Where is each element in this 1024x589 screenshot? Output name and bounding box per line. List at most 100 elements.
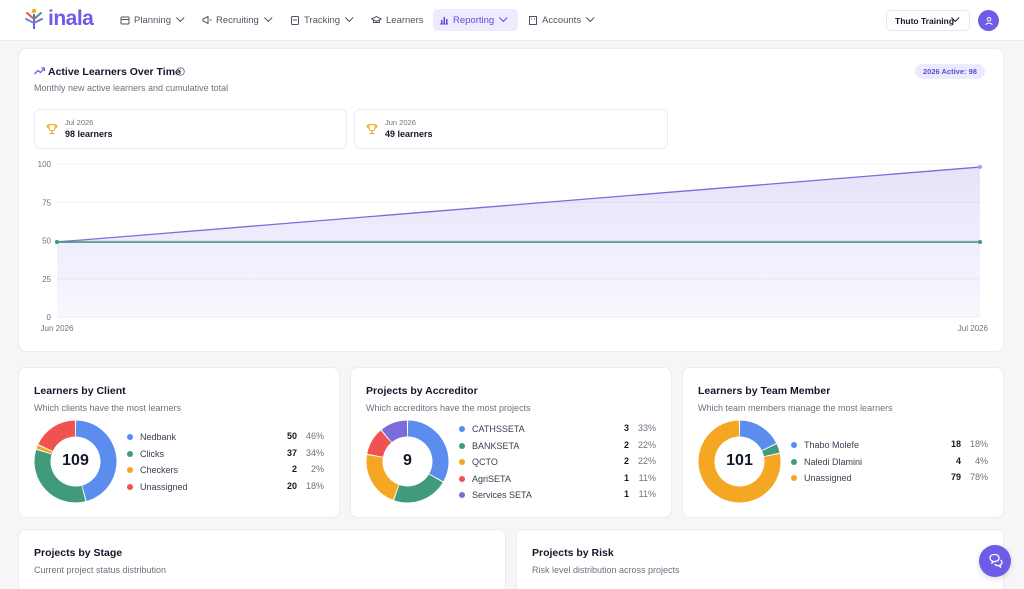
legend-item[interactable]: Clicks 37 34% xyxy=(127,448,324,460)
legend-count: 2 xyxy=(291,464,297,474)
nav-reporting[interactable]: Reporting xyxy=(433,9,518,31)
stat-period: Jun 2026 xyxy=(385,118,416,127)
trophy-icon xyxy=(366,123,378,135)
donut-segment[interactable] xyxy=(34,449,86,503)
legend-swatch xyxy=(459,459,465,465)
donut-segment[interactable] xyxy=(367,430,392,457)
legend-percent: 2% xyxy=(310,464,324,474)
donut-segment[interactable] xyxy=(75,420,117,501)
graduation-cap-icon xyxy=(371,15,382,23)
logo[interactable]: inala xyxy=(22,7,94,31)
nav-planning-label: Planning xyxy=(134,14,171,26)
donut-segment[interactable] xyxy=(762,444,780,457)
client-donut-chart xyxy=(34,420,117,503)
legend-percent: 33% xyxy=(637,423,656,433)
chat-button[interactable] xyxy=(979,545,1011,577)
donut-segment[interactable] xyxy=(38,420,76,452)
legend-label: Checkers xyxy=(140,465,179,475)
donut-segment[interactable] xyxy=(739,420,777,451)
legend-count: 20 xyxy=(286,480,297,491)
nav-learners-label: Learners xyxy=(386,14,424,26)
legend-swatch xyxy=(791,475,797,481)
stat-value: 98 learners xyxy=(65,129,113,139)
nav-reporting-label: Reporting xyxy=(453,14,495,26)
y-tick-label: 50 xyxy=(42,237,51,246)
active-count-badge: 2026 Active: 98 xyxy=(915,64,985,79)
data-point[interactable] xyxy=(55,240,59,245)
donut-segment[interactable] xyxy=(698,420,781,503)
accreditor-donut-chart xyxy=(366,420,449,503)
accreditor-total: 9 xyxy=(403,452,412,469)
legend-count: 50 xyxy=(286,431,297,441)
legend-percent: 11% xyxy=(638,472,656,483)
projects-by-risk-title: Projects by Risk xyxy=(532,547,614,559)
legend-item[interactable]: CATHSSETA 3 33% xyxy=(459,423,656,435)
legend-label: CATHSSETA xyxy=(472,424,525,434)
donut-segment[interactable] xyxy=(366,454,399,500)
donut-segment[interactable] xyxy=(381,420,408,443)
legend-swatch xyxy=(791,442,797,448)
legend-swatch xyxy=(127,483,133,490)
info-icon[interactable] xyxy=(176,67,185,76)
legend-item[interactable]: Unassigned 20 18% xyxy=(127,481,324,493)
legend-item[interactable]: Checkers 2 2% xyxy=(127,464,324,476)
legend-item[interactable]: AgriSETA 1 11% xyxy=(459,473,656,485)
legend-swatch xyxy=(127,467,133,473)
nav-planning[interactable]: Planning xyxy=(114,9,190,31)
nav-recruiting[interactable]: Recruiting xyxy=(196,9,278,31)
trending-up-icon xyxy=(34,67,45,75)
legend-percent: 78% xyxy=(969,472,988,482)
legend-swatch xyxy=(459,442,465,449)
legend-percent: 34% xyxy=(305,447,324,458)
legend-item[interactable]: QCTO 2 22% xyxy=(459,456,656,468)
nav-learners[interactable]: Learners xyxy=(365,9,430,31)
stat-card-jun: Jun 2026 49 learners xyxy=(354,109,668,149)
legend-percent: 4% xyxy=(974,455,988,466)
legend-item[interactable]: Unassigned 79 78% xyxy=(791,472,988,484)
stat-value: 49 learners xyxy=(385,129,433,139)
donut-segment[interactable] xyxy=(394,474,443,503)
chevron-down-icon xyxy=(345,13,354,23)
legend-percent: 11% xyxy=(638,489,656,499)
bar-chart-icon xyxy=(440,17,448,25)
team-donut-chart xyxy=(698,420,781,503)
donut-segment[interactable] xyxy=(407,420,449,482)
calendar-icon xyxy=(120,16,130,25)
chevron-down-icon xyxy=(586,13,595,23)
legend-swatch xyxy=(459,475,465,482)
legend-label: Services SETA xyxy=(472,490,532,500)
data-point[interactable] xyxy=(978,240,982,245)
active-learners-subtitle: Monthly new active learners and cumulati… xyxy=(34,83,229,93)
stat-period: Jul 2026 xyxy=(65,118,94,127)
legend-percent: 18% xyxy=(969,439,988,449)
legend-percent: 46% xyxy=(305,431,324,441)
legend-item[interactable]: BANKSETA 2 22% xyxy=(459,440,656,452)
nav-tracking[interactable]: Tracking xyxy=(284,9,359,31)
chevron-down-icon xyxy=(499,13,508,23)
data-point[interactable] xyxy=(978,165,982,170)
legend-swatch xyxy=(791,458,797,465)
legend-percent: 18% xyxy=(305,480,324,491)
legend-item[interactable]: Naledi Dlamini 4 4% xyxy=(791,456,988,468)
building-icon xyxy=(529,16,537,25)
legend-item[interactable]: Services SETA 1 11% xyxy=(459,489,656,501)
legend-count: 79 xyxy=(950,472,961,482)
y-tick-label: 75 xyxy=(42,198,51,207)
learners-by-team-subtitle: Which team members manage the most learn… xyxy=(698,403,893,413)
legend-item[interactable]: Nedbank 50 46% xyxy=(127,431,324,443)
projects-by-accreditor-subtitle: Which accreditors have the most projects xyxy=(366,403,531,413)
legend-percent: 22% xyxy=(637,439,656,450)
donut-segment[interactable] xyxy=(36,445,53,454)
legend-label: Unassigned xyxy=(804,473,852,483)
user-avatar[interactable] xyxy=(978,10,999,31)
nav-accounts[interactable]: Accounts xyxy=(522,9,600,31)
legend-count: 37 xyxy=(286,447,297,458)
legend-item[interactable]: Thabo Molefe 18 18% xyxy=(791,439,988,451)
projects-by-stage-subtitle: Current project status distribution xyxy=(34,565,167,575)
projects-by-stage-card xyxy=(18,529,506,589)
y-tick-label: 25 xyxy=(42,275,51,284)
org-select[interactable]: Thuto Training xyxy=(886,10,970,31)
legend-count: 2 xyxy=(623,439,629,450)
nav-recruiting-label: Recruiting xyxy=(216,14,259,26)
projects-by-stage-title: Projects by Stage xyxy=(34,547,123,559)
